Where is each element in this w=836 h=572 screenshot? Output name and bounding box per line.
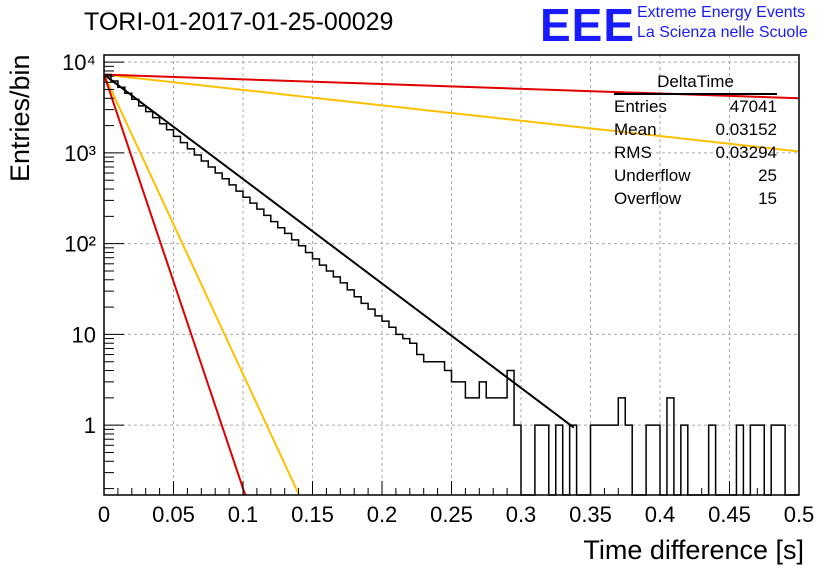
stats-label: Underflow — [614, 166, 691, 185]
y-tick-label: 10² — [64, 232, 96, 257]
stats-row: Entries 47041 — [614, 95, 777, 118]
chart-title: TORI-01-2017-01-25-00029 — [84, 8, 394, 36]
grid-lines — [104, 55, 799, 495]
eee-logo: EEE — [540, 0, 636, 51]
stats-value: 0.03294 — [715, 143, 777, 162]
stats-row: RMS 0.03294 — [614, 141, 777, 164]
tick-labels: 0 0.05 0.1 0.15 0.2 0.25 0.3 0.35 0.4 0.45 0.5 1 10 1… — [62, 50, 814, 527]
logo-text-line1: Extreme Energy Events — [637, 4, 806, 21]
stats-value: 15 — [758, 189, 777, 208]
y-tick-label: 10³ — [64, 141, 96, 166]
x-tick-label: 0.45 — [708, 502, 751, 527]
stats-label: RMS — [614, 143, 652, 162]
y-tick-label: 10 — [72, 322, 96, 347]
fit-curve — [103, 74, 300, 495]
stats-label: Mean — [614, 120, 657, 139]
x-tick-label: 0 — [98, 502, 110, 527]
x-tick-label: 0.05 — [152, 502, 195, 527]
stats-label: Entries — [614, 97, 667, 116]
x-tick-label: 0.5 — [784, 502, 815, 527]
x-tick-label: 0.35 — [569, 502, 612, 527]
x-tick-label: 0.15 — [291, 502, 334, 527]
fit-curve — [103, 73, 575, 429]
stats-row: Mean 0.03152 — [614, 118, 777, 141]
stats-label: Overflow — [614, 189, 682, 208]
stats-row: Overflow 15 — [614, 187, 777, 210]
x-tick-label: 0.2 — [367, 502, 398, 527]
stats-box: DeltaTime Entries 47041 Mean 0.03152 RMS… — [614, 72, 777, 210]
x-tick-label: 0.3 — [506, 502, 537, 527]
stats-value: 47041 — [729, 97, 777, 116]
x-tick-label: 0.1 — [228, 502, 259, 527]
logo-text-line2: La Scienza nelle Scuole — [637, 24, 808, 41]
stats-title: DeltaTime — [614, 72, 777, 95]
stats-value: 0.03152 — [715, 120, 777, 139]
y-tick-label: 10⁴ — [62, 50, 96, 75]
x-tick-label: 0.4 — [645, 502, 676, 527]
y-tick-label: 1 — [84, 413, 96, 438]
x-tick-label: 0.25 — [430, 502, 473, 527]
histogram — [104, 73, 799, 496]
y-axis-label: Entries/bin — [5, 54, 35, 182]
fit-curve — [103, 74, 247, 496]
histogram-outline — [104, 73, 799, 496]
stats-row: Underflow 25 — [614, 164, 777, 187]
axis-ticks — [103, 61, 800, 495]
fit-curve — [103, 73, 800, 153]
x-axis-label: Time difference [s] — [583, 535, 804, 565]
stats-value: 25 — [758, 166, 777, 185]
